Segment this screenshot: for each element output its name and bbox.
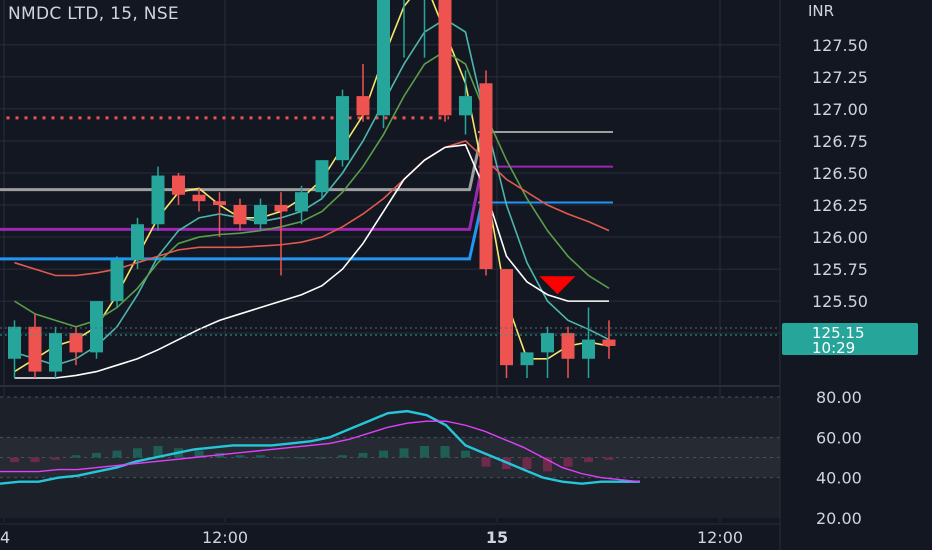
candle-body xyxy=(110,260,124,302)
price-tick-label: 126.50 xyxy=(812,164,868,183)
price-tick-label: 126.75 xyxy=(812,132,868,151)
candle-body xyxy=(541,333,554,353)
candlesticks xyxy=(8,0,616,378)
moving-average-line xyxy=(14,18,610,367)
time-tick-label: 4 xyxy=(0,528,10,547)
histogram-bar xyxy=(461,450,470,458)
candle-body xyxy=(295,192,308,212)
histogram-bar xyxy=(194,450,204,458)
candle-body xyxy=(356,96,370,116)
candle-body xyxy=(315,160,329,193)
candle-body xyxy=(438,0,452,116)
histogram-bar xyxy=(584,457,593,463)
candle-body xyxy=(500,269,513,366)
signal-down-triangle xyxy=(539,276,576,295)
oscillator-tick-label: 40.00 xyxy=(816,469,862,488)
histogram-bar xyxy=(256,455,265,458)
candle-body xyxy=(213,201,226,206)
candle-body xyxy=(520,352,534,366)
oscillator-tick-label: 80.00 xyxy=(816,388,862,407)
oscillator-band xyxy=(0,437,780,478)
price-tick-label: 127.00 xyxy=(812,100,868,119)
candle-body xyxy=(274,205,288,212)
last-price-value: 125.15 xyxy=(812,324,865,342)
price-tick-label: 127.50 xyxy=(812,36,868,55)
candle-body xyxy=(192,194,206,202)
candle-body xyxy=(90,301,103,353)
candle-body xyxy=(49,333,62,372)
oscillator-tick-label: 60.00 xyxy=(816,428,862,447)
histogram-bar xyxy=(563,457,573,467)
price-tick-label: 125.75 xyxy=(812,260,868,279)
candle-body xyxy=(28,326,42,372)
oscillator-line xyxy=(0,420,641,483)
histogram-bar xyxy=(522,457,532,469)
candle-body xyxy=(377,0,390,116)
candle-body xyxy=(233,205,247,225)
price-tick-label: 126.00 xyxy=(812,228,868,247)
histogram-bar xyxy=(92,452,101,458)
histogram-bar xyxy=(379,450,388,458)
price-tick-label: 126.25 xyxy=(812,196,868,215)
bar-countdown: 10:29 xyxy=(812,339,856,357)
candle-body xyxy=(172,175,185,195)
histogram-bar xyxy=(71,455,81,458)
histogram-bar xyxy=(604,457,614,460)
histogram-bar xyxy=(297,457,306,459)
histogram-bar xyxy=(338,455,347,458)
histogram-bar xyxy=(317,457,327,459)
time-tick-label: 12:00 xyxy=(697,528,743,547)
histogram-bar xyxy=(112,450,122,458)
histogram-bar xyxy=(10,457,19,463)
histogram-bar xyxy=(30,457,40,463)
histogram-bar xyxy=(276,457,286,459)
histogram-bar xyxy=(399,448,409,458)
candle-body xyxy=(602,339,616,346)
candle-body xyxy=(582,339,595,359)
currency-label: INR xyxy=(808,2,835,20)
candle-body xyxy=(151,175,165,225)
oscillator-tick-label: 20.00 xyxy=(816,509,862,528)
candle-body xyxy=(254,205,267,225)
histogram-bar xyxy=(481,457,491,467)
histogram-bar xyxy=(420,446,429,458)
histogram-bar xyxy=(440,446,450,458)
histogram-bar xyxy=(358,452,368,458)
histogram-bar xyxy=(51,457,60,460)
oscillator-line xyxy=(0,409,640,485)
price-tick-label: 127.25 xyxy=(812,68,868,87)
signal-marker xyxy=(0,276,780,336)
last-price-badge: 125.15 10:29 xyxy=(782,323,918,357)
chart-title: NMDC LTD, 15, NSE xyxy=(8,4,179,24)
moving-average-line xyxy=(14,50,610,328)
candle-body xyxy=(479,83,493,270)
candle-body xyxy=(8,326,21,359)
oscillator-pane xyxy=(0,396,780,518)
axes: 125.25125.50125.75126.00126.25126.50126.… xyxy=(0,0,868,550)
step-level-line xyxy=(0,166,484,231)
time-tick-label: 15 xyxy=(486,528,508,547)
candle-body xyxy=(131,224,144,261)
time-tick-label: 12:00 xyxy=(202,528,248,547)
candle-body xyxy=(459,96,472,116)
price-tick-label: 125.50 xyxy=(812,292,868,311)
candle-body xyxy=(69,333,83,353)
candle-body xyxy=(336,96,349,161)
histogram-bar xyxy=(133,448,142,458)
histogram-bar xyxy=(235,455,245,458)
candle-body xyxy=(561,333,575,359)
histogram-bar xyxy=(543,457,552,472)
moving-average-line xyxy=(14,140,610,277)
histogram-bar xyxy=(153,446,163,458)
moving-average-line xyxy=(14,143,609,379)
